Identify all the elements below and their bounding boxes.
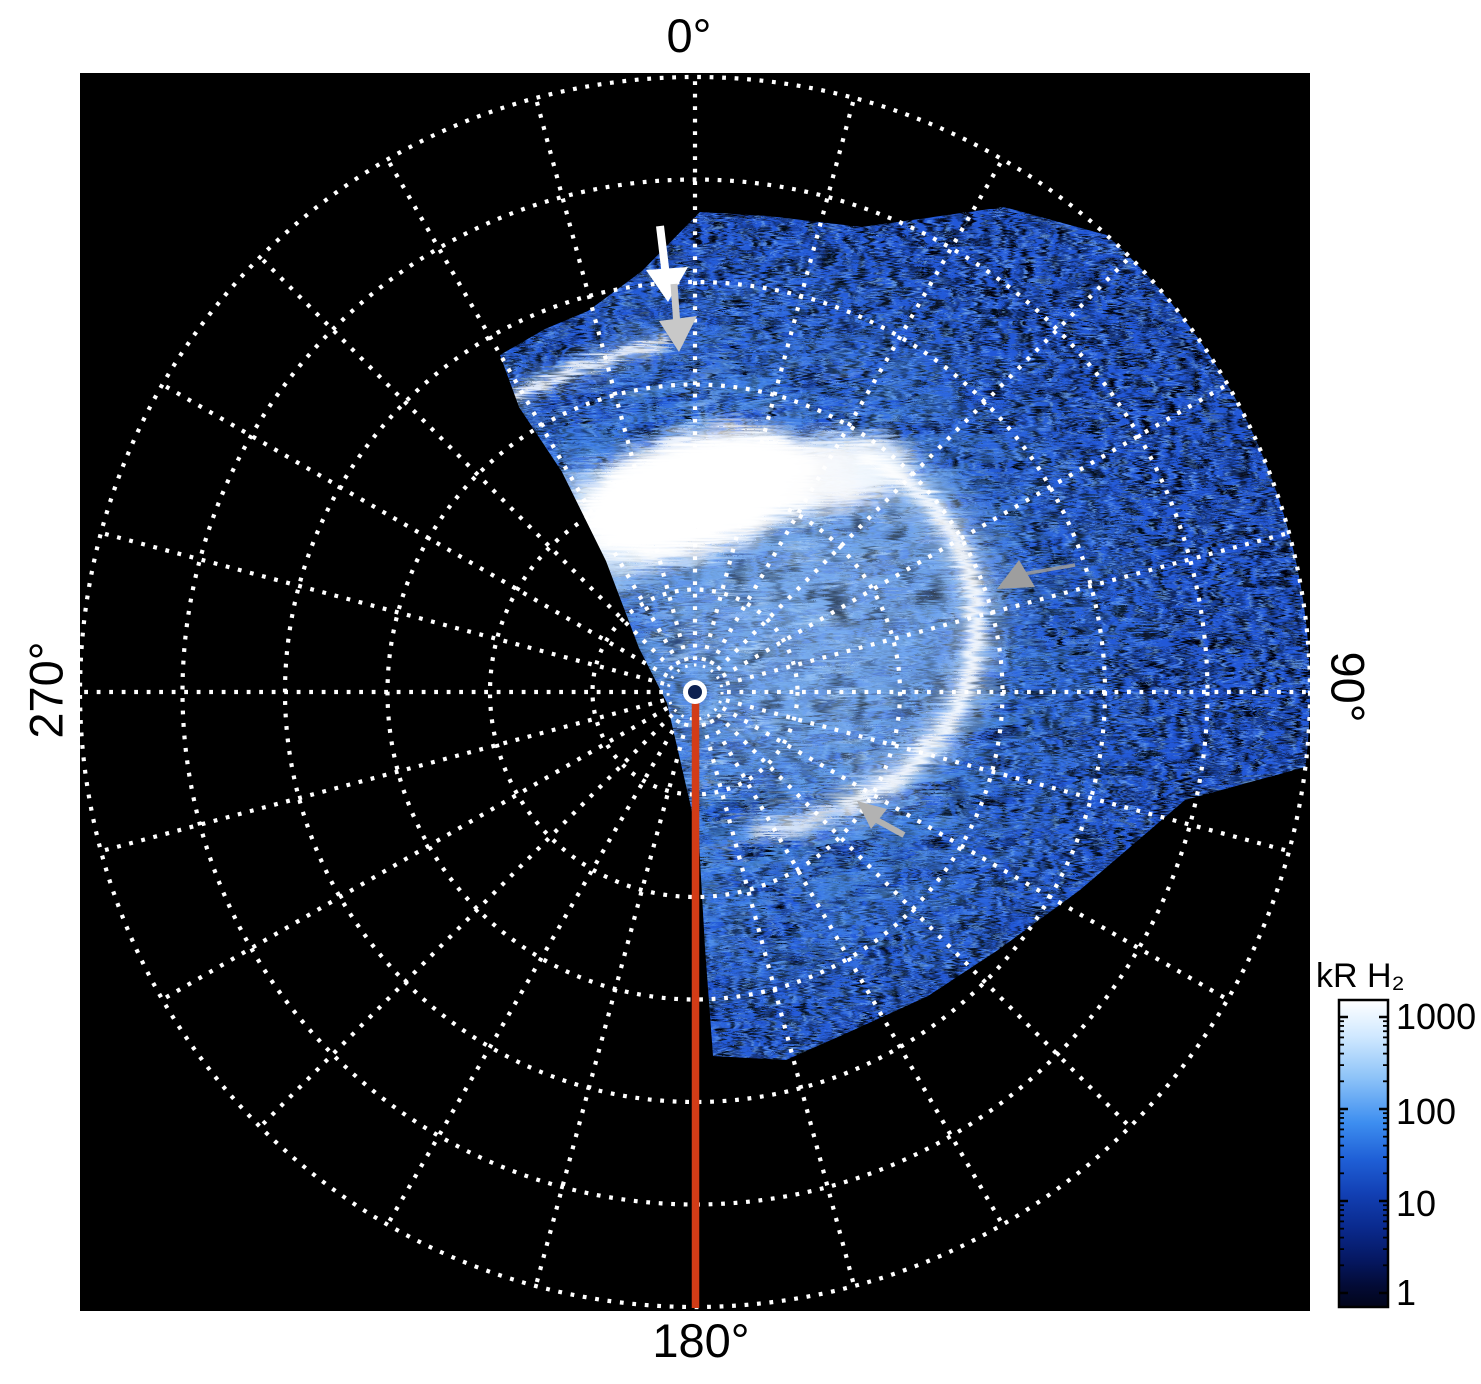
- angle-label-0: 0°: [667, 9, 712, 62]
- angle-label-180: 180°: [652, 1314, 749, 1367]
- colorbar-tick-10: 10: [1396, 1183, 1436, 1224]
- gray-arrow-top: [659, 283, 697, 352]
- polar-streak: [503, 329, 664, 394]
- colorbar-gradient: [1339, 1000, 1388, 1307]
- bright-polar-patch: [566, 418, 810, 556]
- angle-label-90: 90°: [1322, 651, 1375, 722]
- main-oval-arc: [830, 441, 977, 808]
- colorbar: kR H₂ 1000 100 10 1: [1316, 957, 1476, 1313]
- pole-marker-ring: [683, 680, 707, 704]
- gray-arrowhead-east: [997, 560, 1076, 589]
- colorbar-tick-1000: 1000: [1396, 996, 1476, 1037]
- white-arrow: [646, 225, 688, 302]
- angle-label-270: 270°: [20, 641, 73, 738]
- colorbar-title: kR H₂: [1316, 957, 1405, 995]
- gray-arrow-south: [857, 801, 906, 838]
- colorbar-tick-100: 100: [1396, 1091, 1456, 1132]
- colorbar-tick-1: 1: [1396, 1272, 1416, 1313]
